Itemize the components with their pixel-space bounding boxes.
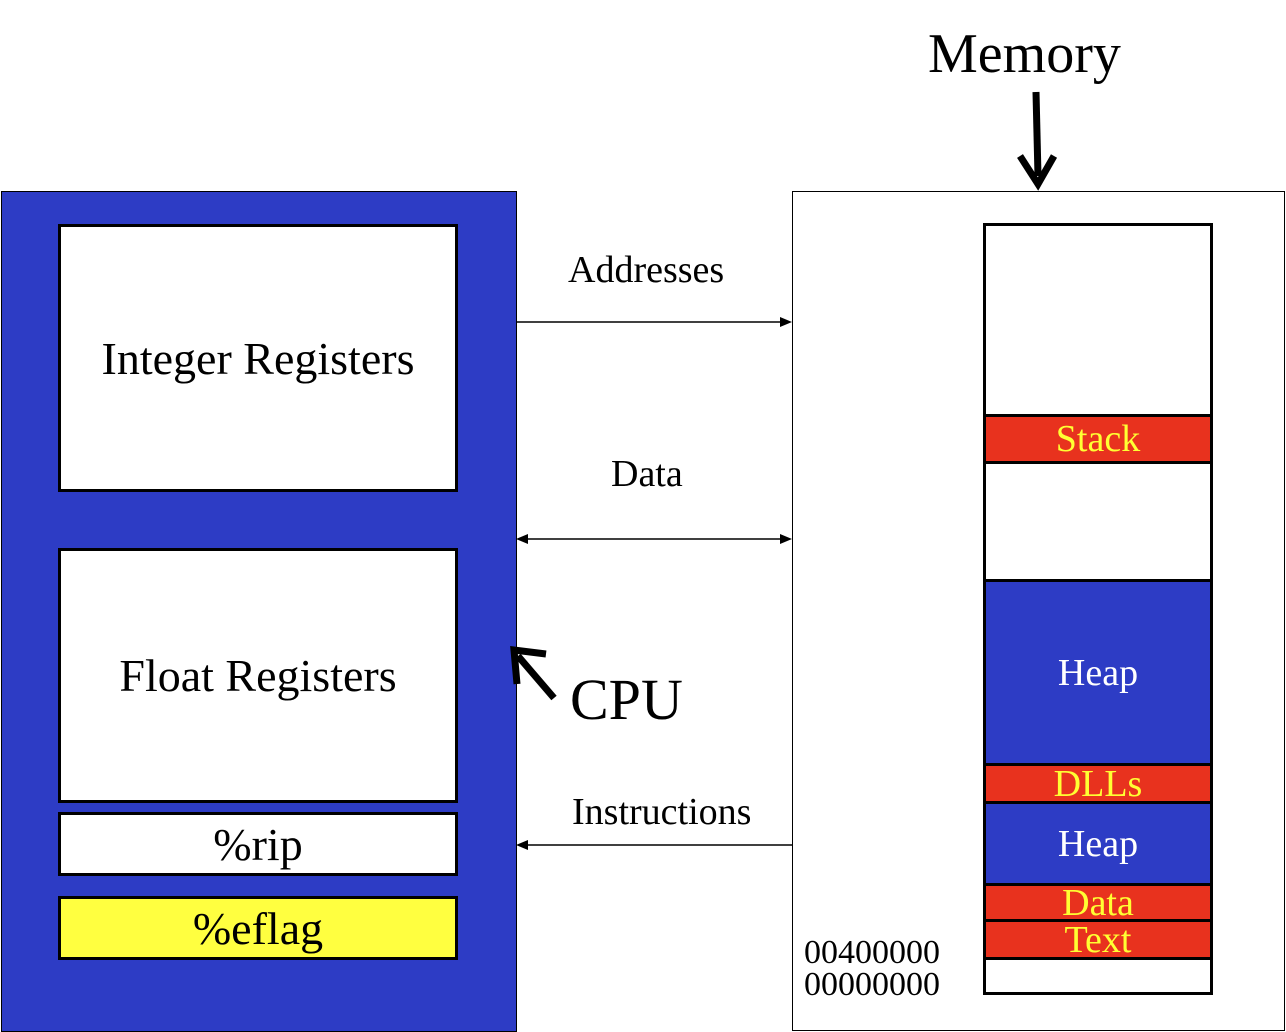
memory-pointer-arrow [1017, 91, 1058, 191]
rip-register-label: %rip [213, 818, 303, 870]
float-registers-label: Float Registers [119, 650, 397, 701]
float-registers: Float Registers [58, 548, 458, 803]
instructions-bus-arrow [516, 840, 792, 850]
segment-heap-upper-label: Heap [1057, 652, 1139, 694]
segment-data: Data [986, 882, 1210, 924]
cpu-pointer-arrow [510, 645, 557, 701]
rip-register: %rip [58, 812, 458, 876]
instructions-bus-label: Instructions [572, 791, 752, 833]
segment-divider [986, 461, 1210, 464]
segment-divider [986, 763, 1210, 766]
eflag-register-label: %eflag [192, 902, 324, 954]
eflag-register: %eflag [58, 896, 458, 960]
segment-divider [986, 414, 1210, 417]
cpu-title: CPU [570, 667, 683, 732]
segment-data-label: Data [1062, 881, 1134, 924]
segment-heap-upper: Heap [986, 582, 1210, 764]
segment-heap-lower: Heap [986, 804, 1210, 884]
memory-title: Memory [928, 23, 1121, 85]
data-bus-arrow [516, 534, 792, 544]
segment-stack: Stack [986, 417, 1210, 461]
address-zero: 00000000 [804, 966, 940, 1003]
address-text-start: 00400000 [804, 934, 940, 971]
segment-heap-lower-label: Heap [1057, 823, 1139, 865]
addresses-bus-arrow [517, 317, 792, 327]
data-bus-label: Data [611, 453, 683, 495]
segment-stack-label: Stack [1055, 418, 1141, 460]
segment-divider [986, 883, 1210, 886]
integer-registers-label: Integer Registers [101, 332, 415, 384]
segment-text: Text [986, 919, 1210, 961]
segment-divider [986, 579, 1210, 582]
addresses-bus-label: Addresses [568, 249, 725, 291]
segment-divider [986, 919, 1210, 922]
segment-dlls: DLLs [986, 763, 1210, 805]
segment-divider [986, 957, 1210, 960]
segment-text-label: Text [1064, 919, 1132, 961]
integer-registers: Integer Registers [58, 224, 458, 492]
segment-dlls-label: DLLs [1053, 762, 1143, 805]
segment-divider [986, 801, 1210, 804]
